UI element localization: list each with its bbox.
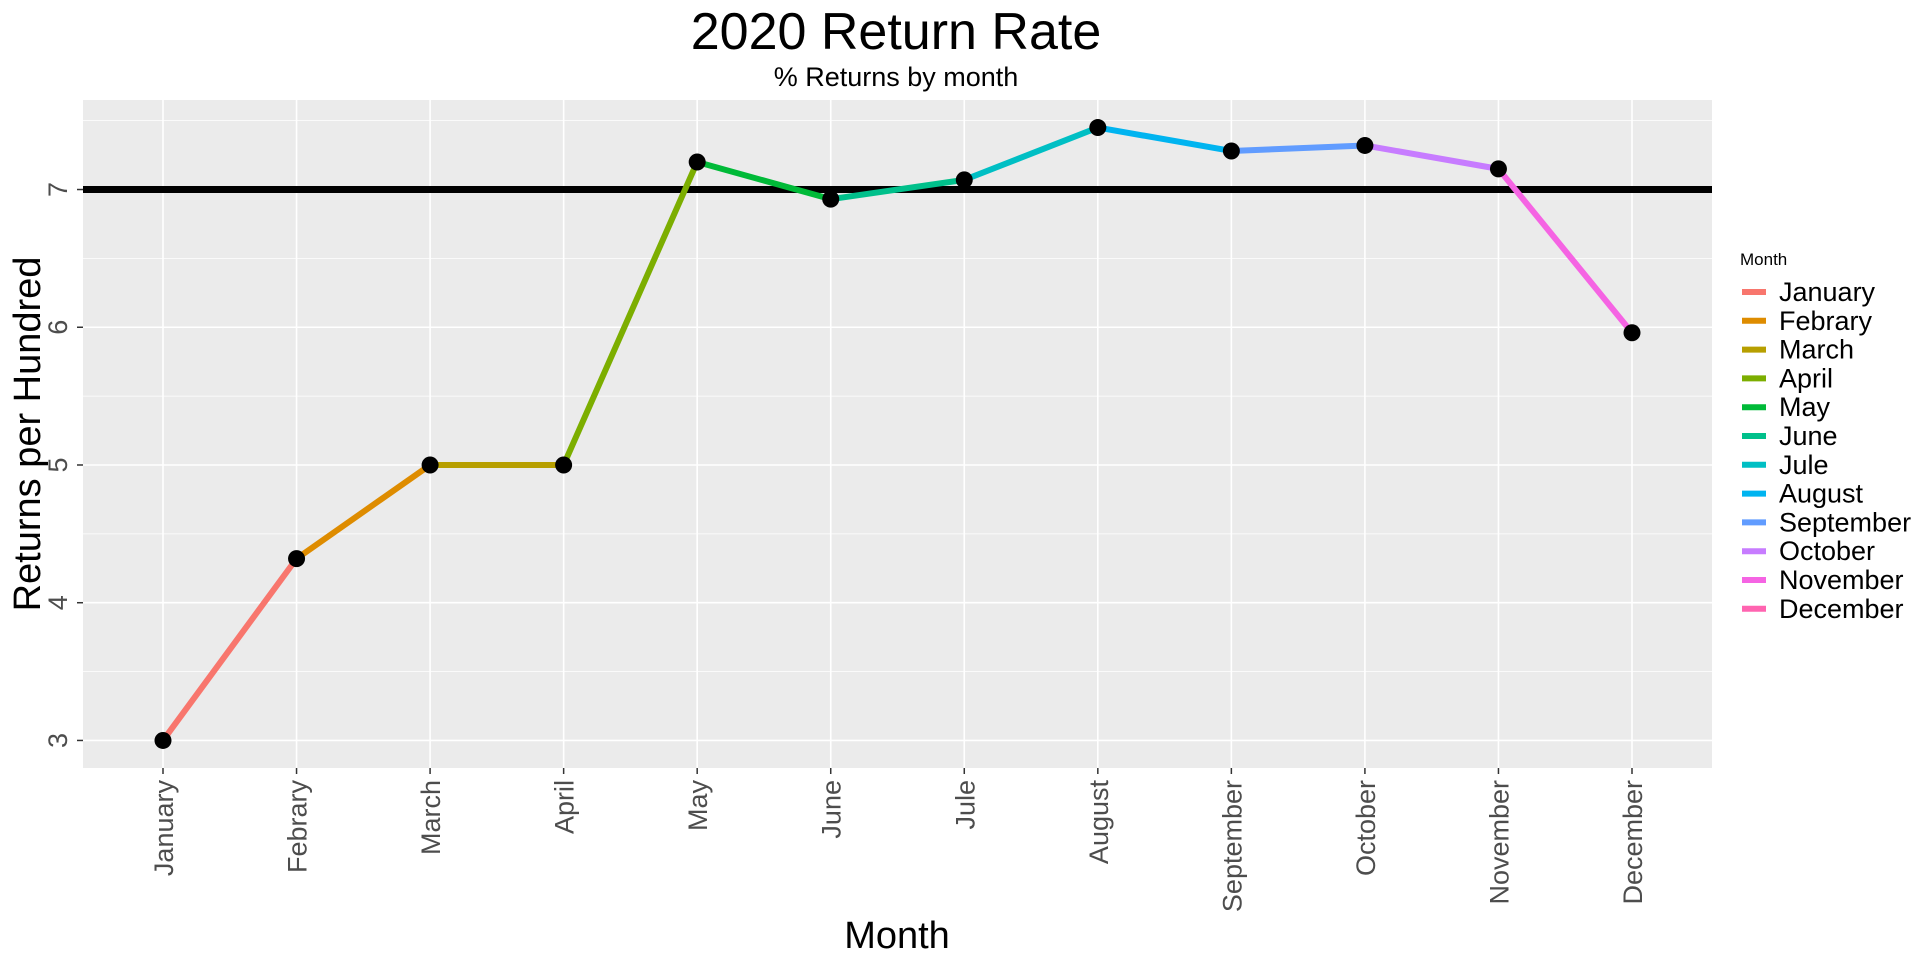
legend-label-october: October <box>1779 536 1875 566</box>
data-point-may <box>688 153 706 171</box>
y-tick-label: 4 <box>43 595 73 610</box>
legend-label-november: November <box>1779 565 1904 595</box>
y-tick-label: 5 <box>43 457 73 472</box>
data-point-november <box>1489 160 1507 178</box>
chart-subtitle: % Returns by month <box>773 62 1019 92</box>
legend-label-jule: Jule <box>1779 450 1829 480</box>
grid-major <box>83 100 1712 768</box>
x-tick-label: October <box>1351 780 1381 876</box>
legend: Month JanuaryFebraryMarchAprilMayJuneJul… <box>1738 250 1916 624</box>
y-tick-label: 6 <box>43 320 73 335</box>
legend-label-june: June <box>1779 421 1838 451</box>
data-point-january <box>154 731 172 749</box>
plot-panel <box>83 100 1712 768</box>
line-segment-october <box>1361 142 1502 172</box>
x-tick-label: June <box>817 780 847 839</box>
x-tick-label: Jule <box>950 780 980 830</box>
chart-title: 2020 Return Rate <box>690 3 1102 61</box>
line-segment-may <box>694 158 834 203</box>
legend-title: Month <box>1740 250 1787 269</box>
data-point-april <box>555 456 573 474</box>
x-tick-label: January <box>149 780 179 877</box>
x-tick-label: March <box>416 780 446 855</box>
x-axis: January Febrary March April May June Jule Augus… <box>149 768 1648 912</box>
line-segment-september <box>1228 142 1368 154</box>
data-point-august <box>1089 119 1107 137</box>
data-point-october <box>1356 136 1374 154</box>
data-point-march <box>421 456 439 474</box>
line-segment-april <box>560 158 701 468</box>
legend-label-august: August <box>1779 479 1864 509</box>
line-segment-november <box>1495 165 1635 336</box>
y-tick-label: 3 <box>43 733 73 748</box>
data-point-december <box>1623 324 1641 342</box>
line-segment-august <box>1094 124 1235 154</box>
x-tick-label: December <box>1618 780 1648 905</box>
x-tick-label: April <box>550 780 580 834</box>
x-tick-label: September <box>1217 780 1247 912</box>
y-axis-title: Returns per Hundred <box>7 257 49 612</box>
legend-label-april: April <box>1779 363 1833 393</box>
line-segment-febrary <box>293 461 434 562</box>
data-point-september <box>1222 142 1240 160</box>
x-tick-label: May <box>683 780 713 832</box>
x-tick-label: August <box>1084 780 1114 865</box>
series-layer <box>160 124 1635 744</box>
legend-label-september: September <box>1779 507 1911 537</box>
y-axis: 3 4 5 6 7 <box>43 182 83 748</box>
legend-label-december: December <box>1779 594 1904 624</box>
points-layer <box>154 119 1641 749</box>
legend-label-may: May <box>1779 392 1831 422</box>
grid-minor <box>83 120 1712 672</box>
data-point-june <box>822 190 840 208</box>
x-tick-label: November <box>1484 780 1514 905</box>
legend-label-febrary: Febrary <box>1779 306 1873 336</box>
data-point-jule <box>955 171 973 189</box>
legend-background <box>1738 250 1916 620</box>
legend-label-march: March <box>1779 335 1854 365</box>
y-tick-label: 7 <box>43 182 73 197</box>
line-segment-january <box>160 555 300 744</box>
line-segment-june <box>827 176 968 203</box>
x-axis-title: Month <box>844 915 950 957</box>
legend-label-january: January <box>1779 277 1876 307</box>
x-tick-label: Febrary <box>283 780 313 874</box>
line-segment-jule <box>961 124 1101 183</box>
data-point-febrary <box>288 550 306 568</box>
